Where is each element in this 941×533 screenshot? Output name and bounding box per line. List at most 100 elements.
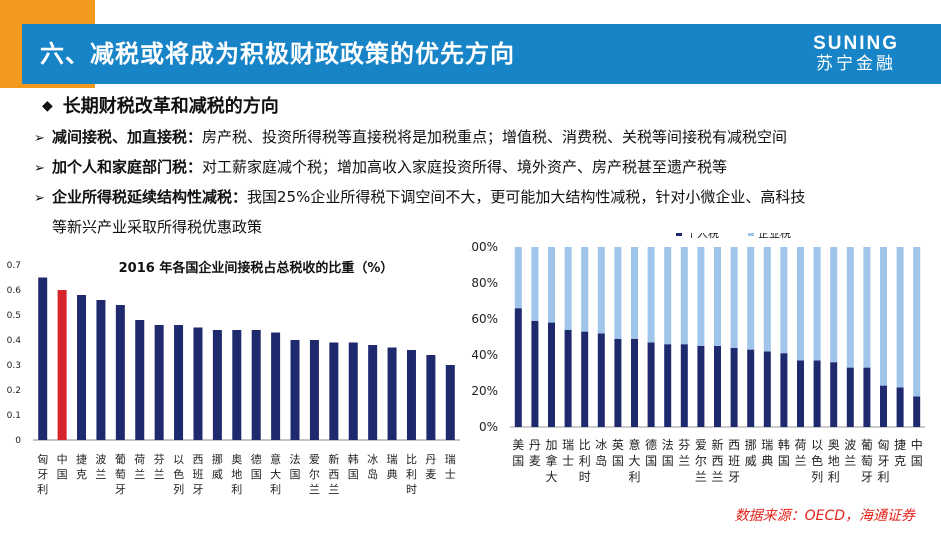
x-tick-label: 奥地利 <box>828 438 840 484</box>
bar-corporate <box>647 247 655 343</box>
x-tick-label: 瑞士 <box>445 452 456 481</box>
y-tick-label: 0.1 <box>7 411 21 421</box>
x-tick-label: 芬兰 <box>154 453 165 481</box>
bar <box>154 325 164 440</box>
x-tick-label: 加拿大 <box>545 438 557 484</box>
x-tick-label: 丹麦 <box>425 453 436 481</box>
x-tick-label: 葡萄牙 <box>115 453 126 496</box>
x-tick-label: 中国 <box>911 437 923 468</box>
bar-corporate <box>680 247 688 345</box>
bar <box>348 342 358 440</box>
bar-personal <box>697 346 705 427</box>
x-tick-label: 丹麦 <box>529 438 541 468</box>
bar-corporate <box>747 247 755 350</box>
bar-personal <box>747 349 755 427</box>
x-tick-label: 冰岛 <box>367 453 378 481</box>
x-tick-label: 西班牙 <box>728 438 740 484</box>
legend-label-corporate: 企业税 <box>758 233 791 240</box>
bar-personal <box>597 333 605 427</box>
x-tick-label: 瑞典 <box>387 452 398 481</box>
x-tick-label: 美国 <box>512 438 524 468</box>
personal-vs-corporate-tax-chart: 0% 20% 40% 60% 80% 100% 个人税 企业税美国丹麦加拿大瑞士比利时冰岛英国… <box>470 233 925 484</box>
x-tick-label: 法国 <box>290 452 301 481</box>
x-tick-label: 以色列 <box>811 438 823 484</box>
bar <box>212 330 222 440</box>
bullet-text: 对工薪家庭减个税；增加高收入家庭投资所得、境外资产、房产税甚至遗产税等 <box>202 158 728 176</box>
title-bar: 六、减税或将成为积极财政政策的优先方向 SUNING 苏宁金融 <box>22 24 941 84</box>
bar-personal <box>780 353 788 427</box>
x-tick-label: 捷克 <box>894 438 906 468</box>
bullet-text: 房产税、投资所得税等直接税将是加税重点；增值税、消费税、关税等间接税有减税空间 <box>202 128 788 146</box>
x-tick-label: 新西兰 <box>328 452 339 496</box>
y-tick-label: 0.3 <box>7 361 21 371</box>
slide-title: 六、减税或将成为积极财政政策的优先方向 <box>40 40 515 68</box>
x-tick-label: 比利时 <box>406 453 417 496</box>
bar-corporate <box>564 247 572 330</box>
bar <box>193 327 203 440</box>
x-tick-label: 比利时 <box>579 438 591 484</box>
bar <box>57 290 67 440</box>
x-tick-label: 芬兰 <box>678 438 690 468</box>
bar-personal <box>880 385 887 427</box>
x-tick-label: 意大利 <box>270 452 281 496</box>
x-tick-label: 捷克 <box>76 452 87 481</box>
bullet-continuation: 等新兴产业采取所得税优惠政策 <box>52 218 263 236</box>
x-tick-label: 韩国 <box>778 437 790 468</box>
x-tick-label: 波兰 <box>95 453 106 481</box>
bar-corporate <box>913 247 921 397</box>
y-tick-label: 0.7 <box>7 261 21 271</box>
x-tick-label: 冰岛 <box>595 438 607 468</box>
diamond-icon: ◆ <box>42 98 53 114</box>
y-tick-label: 0.6 <box>7 286 22 296</box>
bar-personal <box>664 344 672 427</box>
bar-corporate <box>614 247 622 339</box>
bullet-item: ➢ 企业所得税延续结构性减税：我国25%企业所得税下调空间不大，更可能加大结构性减… <box>34 186 805 207</box>
bar-corporate <box>896 247 904 388</box>
y-tick-label: 80% <box>471 276 498 290</box>
y-tick-label: 0.4 <box>7 336 22 346</box>
bar <box>174 325 184 440</box>
bar-corporate <box>548 247 555 323</box>
x-tick-label: 韩国 <box>348 452 359 481</box>
x-tick-label: 德国 <box>645 437 657 468</box>
indirect-tax-bar-chart: 0 0.1 0.2 0.3 0.4 0.5 0.6 0.7 2016 年各国企业间接税占总税收的… <box>7 260 460 496</box>
y-tick-label: 20% <box>471 384 498 398</box>
x-tick-label: 挪威 <box>212 452 223 481</box>
x-tick-label: 荷兰 <box>134 453 145 481</box>
bar-corporate <box>830 247 838 363</box>
bar <box>135 320 145 440</box>
x-tick-label: 奥地利 <box>231 452 242 496</box>
x-tick-label: 匈牙利 <box>37 452 48 496</box>
bar-personal <box>763 351 771 427</box>
bullet-item: ➢ 减间接税、加直接税：房产税、投资所得税等直接税将是加税重点；增值税、消费税、关… <box>34 126 787 147</box>
legend-label-personal: 个人税 <box>686 233 719 240</box>
bar <box>368 345 378 440</box>
x-tick-label: 意大利 <box>628 437 640 484</box>
bar-personal <box>514 308 522 427</box>
bar-personal <box>564 329 572 427</box>
bar-personal <box>647 342 655 427</box>
bar <box>406 350 416 440</box>
bullet-bold: 企业所得税延续结构性减税： <box>52 188 248 206</box>
bar-personal <box>830 362 838 427</box>
y-tick-label: 0% <box>479 420 498 434</box>
bar-corporate <box>730 247 738 348</box>
arrow-bullet-icon: ➢ <box>34 161 45 176</box>
x-tick-label: 瑞士 <box>562 438 574 468</box>
y-tick-label: 0.2 <box>7 386 21 396</box>
bar-corporate <box>797 247 804 361</box>
bullet-bold: 减间接税、加直接税： <box>52 128 203 146</box>
bar-corporate <box>863 247 871 368</box>
bar-corporate <box>780 247 788 354</box>
x-tick-label: 葡萄牙 <box>861 438 873 484</box>
bar <box>387 347 397 440</box>
bar-personal <box>913 396 921 427</box>
bar <box>115 305 125 440</box>
bar-personal <box>531 320 539 427</box>
bullet-item: ➢ 加个人和家庭部门税：对工薪家庭减个税；增加高收入家庭投资所得、境外资产、房产税… <box>34 156 727 177</box>
legend-swatch-corporate <box>748 233 754 236</box>
bar-personal <box>813 360 821 427</box>
bullet-text: 我国25%企业所得税下调空间不大，更可能加大结构性减税，针对小微企业、高科技 <box>247 188 806 206</box>
bar-personal <box>614 338 622 427</box>
x-tick-label: 新西兰 <box>711 437 723 484</box>
